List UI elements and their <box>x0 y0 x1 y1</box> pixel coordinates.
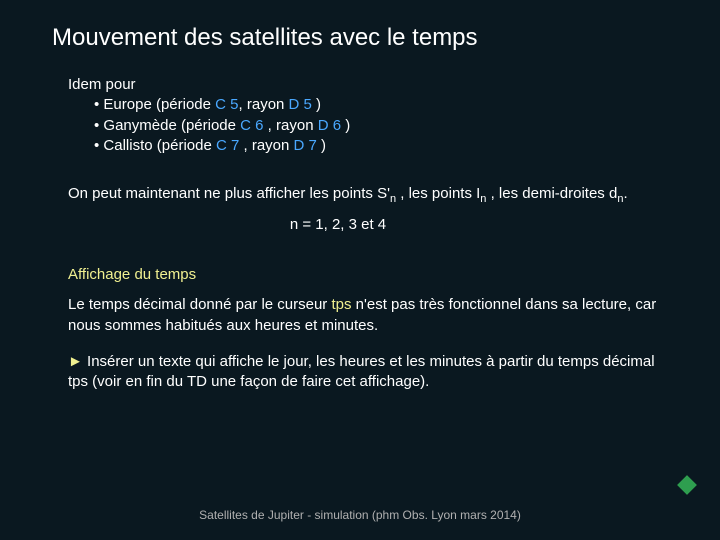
europe-cell-d: D 5 <box>289 96 312 113</box>
footer-text: Satellites de Jupiter - simulation (phm … <box>0 508 720 522</box>
callisto-cell-d: D 7 <box>294 137 317 154</box>
ganymede-mid: , rayon <box>264 117 318 134</box>
paragraph-decimal-time: Le temps décimal donné par le curseur tp… <box>68 295 670 336</box>
paragraph-insert-text: ► Insérer un texte qui affiche le jour, … <box>68 352 670 393</box>
paragraph-hide-points: On peut maintenant ne plus afficher les … <box>68 184 670 207</box>
p3-t1: Le temps décimal donné par le curseur <box>68 296 331 313</box>
p2-t3: , les demi-droites d <box>486 185 617 202</box>
callisto-mid: , rayon <box>239 137 293 154</box>
callisto-post: ) <box>317 137 326 154</box>
tps-ref: tps <box>331 296 351 313</box>
ganymede-cell-d: D 6 <box>318 117 341 134</box>
europe-cell-c: C 5 <box>215 96 238 113</box>
arrow-icon: ► <box>68 353 83 370</box>
ganymede-post: ) <box>341 117 350 134</box>
ganymede-cell-c: C 6 <box>240 117 263 134</box>
europe-mid: , rayon <box>239 96 289 113</box>
p2-t1: On peut maintenant ne plus afficher les … <box>68 185 390 202</box>
bullet-callisto: • Callisto (période C 7 , rayon D 7 ) <box>94 136 670 156</box>
time-display-heading: Affichage du temps <box>68 265 670 285</box>
bullet-europe: • Europe (période C 5, rayon D 5 ) <box>94 95 670 115</box>
diamond-icon <box>677 475 697 495</box>
p2-t2: , les points I <box>396 185 480 202</box>
p2-t4: . <box>623 185 627 202</box>
europe-pre: • Europe (période <box>94 96 215 113</box>
p4-t1: Insérer un texte qui affiche le jour, le… <box>68 353 655 390</box>
ganymede-pre: • Ganymède (période <box>94 117 240 134</box>
slide-title: Mouvement des satellites avec le temps <box>52 24 478 52</box>
slide-body: Idem pour • Europe (période C 5, rayon D… <box>68 75 670 392</box>
slide: Mouvement des satellites avec le temps I… <box>0 0 720 540</box>
europe-post: ) <box>312 96 321 113</box>
bullet-ganymede: • Ganymède (période C 6 , rayon D 6 ) <box>94 116 670 136</box>
idem-block: Idem pour • Europe (période C 5, rayon D… <box>68 75 670 156</box>
callisto-pre: • Callisto (période <box>94 137 216 154</box>
n-values: n = 1, 2, 3 et 4 <box>68 215 608 235</box>
callisto-cell-c: C 7 <box>216 137 239 154</box>
idem-intro: Idem pour <box>68 75 670 95</box>
